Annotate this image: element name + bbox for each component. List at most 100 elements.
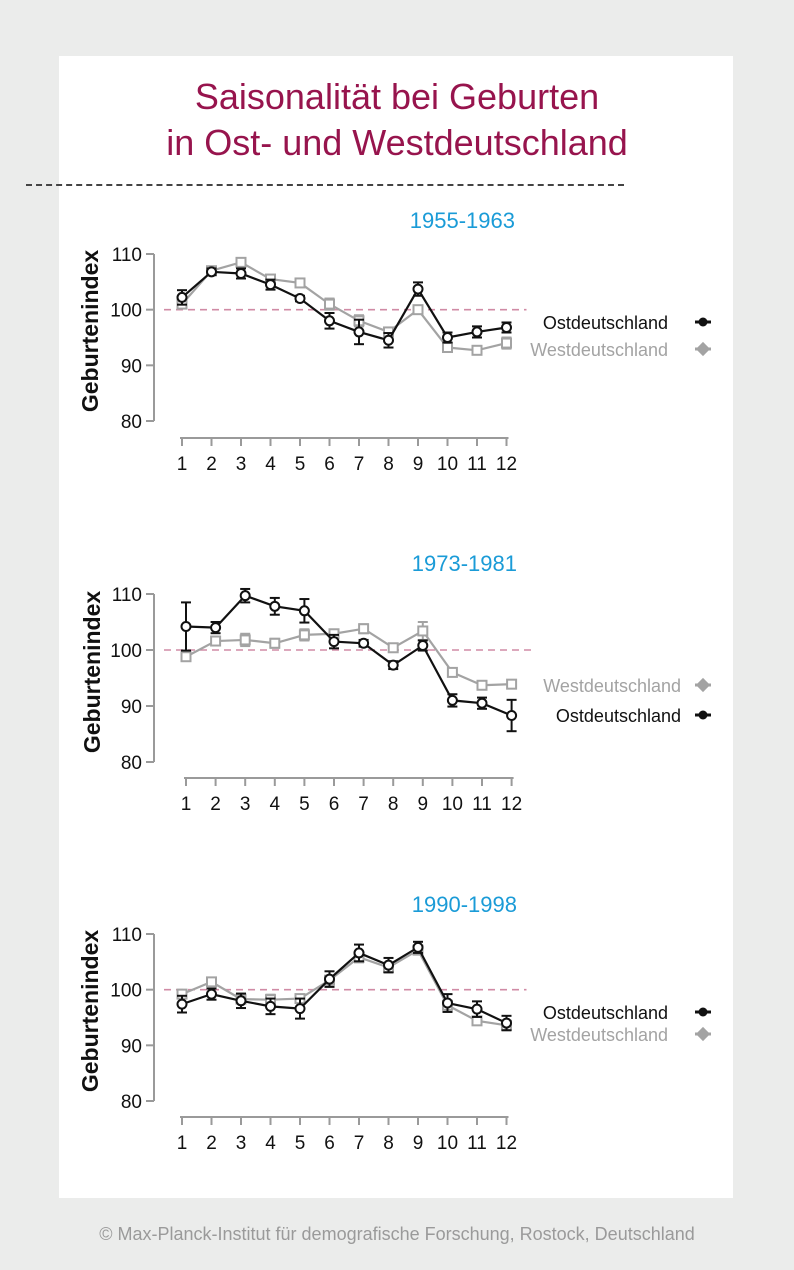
y-tick-label: 80: [121, 753, 142, 774]
y-tick-label: 100: [110, 641, 142, 662]
data-point-ost: [417, 640, 429, 652]
y-tick-label: 100: [110, 981, 142, 1002]
legend-marker-west: [695, 1026, 711, 1042]
data-point-ost: [206, 266, 217, 278]
x-tick-label: 12: [496, 1133, 517, 1154]
y-tick-label: 110: [112, 925, 142, 946]
x-tick-label: 11: [472, 794, 492, 815]
series-line-west: [181, 261, 507, 352]
legend-label-ost: Ostdeutschland: [543, 1003, 668, 1023]
data-point-ost: [387, 659, 399, 671]
x-tick-label: 10: [437, 454, 458, 475]
series-line-west: [185, 627, 512, 687]
data-point-west: [442, 342, 453, 354]
y-tick-label: 100: [110, 301, 142, 322]
y-tick-label: 80: [121, 412, 142, 433]
data-point-west: [471, 344, 483, 356]
legend-label-west: Westdeutschland: [530, 340, 668, 360]
y-tick-label: 110: [112, 245, 142, 266]
legend-marker-ost: [698, 317, 708, 327]
legend-label-west: Westdeutschland: [543, 676, 681, 696]
data-point-ost: [412, 941, 424, 953]
y-axis-label: Geburtenindex: [77, 930, 103, 1093]
data-point-ost: [412, 283, 424, 295]
data-point-ost: [235, 267, 247, 279]
data-point-ost: [210, 622, 222, 634]
y-tick-label: 80: [121, 1092, 142, 1113]
legend-label-ost: Ostdeutschland: [543, 313, 668, 333]
data-point-west: [412, 304, 424, 316]
data-point-ost: [324, 973, 335, 985]
x-tick-label: 6: [329, 794, 340, 815]
series-line-ost: [181, 270, 507, 342]
page-title: Saisonalität bei Geburten in Ost- und We…: [0, 74, 794, 166]
y-tick-label: 90: [121, 1036, 142, 1057]
x-tick-label: 4: [265, 454, 276, 475]
legend-label-ost: Ostdeutschland: [556, 706, 681, 726]
chart-subtitle: 1973-1981: [412, 551, 517, 576]
data-point-ost: [353, 326, 365, 338]
series-ost: [176, 266, 512, 349]
data-point-ost: [328, 636, 340, 648]
x-tick-label: 7: [354, 1133, 365, 1154]
x-tick-label: 2: [206, 1133, 217, 1154]
series-line-west: [181, 948, 507, 1027]
title-line-1: Saisonalität bei Geburten: [194, 76, 600, 117]
data-point-ost: [442, 997, 453, 1009]
data-point-west: [180, 651, 192, 663]
data-point-ost: [176, 998, 188, 1010]
data-point-west: [417, 625, 429, 637]
data-point-ost: [324, 315, 335, 327]
data-point-ost: [239, 590, 251, 602]
data-point-west: [446, 666, 458, 678]
data-point-west: [235, 256, 247, 268]
data-point-west: [269, 637, 281, 649]
data-point-ost: [176, 291, 188, 303]
y-tick-label: 110: [112, 585, 142, 606]
data-point-ost: [506, 710, 518, 722]
x-tick-label: 10: [442, 794, 463, 815]
x-tick-label: 12: [501, 794, 522, 815]
data-point-west: [239, 634, 251, 646]
x-tick-label: 9: [418, 794, 429, 815]
data-point-ost: [294, 1003, 306, 1015]
data-point-ost: [476, 697, 488, 709]
chart-subtitle: 1955-1963: [410, 208, 515, 233]
x-tick-label: 11: [467, 454, 487, 475]
data-point-west: [387, 642, 399, 654]
x-tick-label: 3: [236, 454, 247, 475]
data-point-west: [324, 298, 335, 310]
x-tick-label: 5: [295, 454, 306, 475]
x-tick-label: 8: [383, 454, 394, 475]
y-axis-label: Geburtenindex: [77, 250, 103, 413]
x-tick-label: 4: [265, 1133, 276, 1154]
series-ost: [176, 940, 512, 1032]
y-tick-label: 90: [121, 356, 142, 377]
data-point-ost: [353, 947, 365, 959]
data-point-west: [506, 678, 518, 690]
data-point-ost: [501, 321, 512, 333]
data-point-ost: [358, 637, 370, 649]
x-tick-label: 8: [388, 794, 399, 815]
series-west: [176, 944, 512, 1031]
data-point-ost: [446, 694, 458, 706]
content-card: [59, 56, 733, 1198]
legend-marker-ost: [698, 1007, 708, 1017]
x-tick-label: 3: [236, 1133, 247, 1154]
x-tick-label: 4: [270, 794, 281, 815]
data-point-ost: [471, 326, 483, 338]
x-tick-label: 7: [354, 454, 365, 475]
legend-marker-ost: [698, 710, 708, 720]
data-point-ost: [206, 988, 217, 1000]
series-ost: [180, 587, 518, 733]
x-tick-label: 5: [299, 794, 310, 815]
data-point-west: [294, 277, 306, 289]
x-tick-label: 1: [177, 1133, 188, 1154]
x-tick-label: 1: [177, 454, 188, 475]
data-point-ost: [501, 1017, 512, 1029]
data-point-ost: [298, 605, 310, 617]
title-line-2: in Ost- und Westdeutschland: [166, 122, 628, 163]
